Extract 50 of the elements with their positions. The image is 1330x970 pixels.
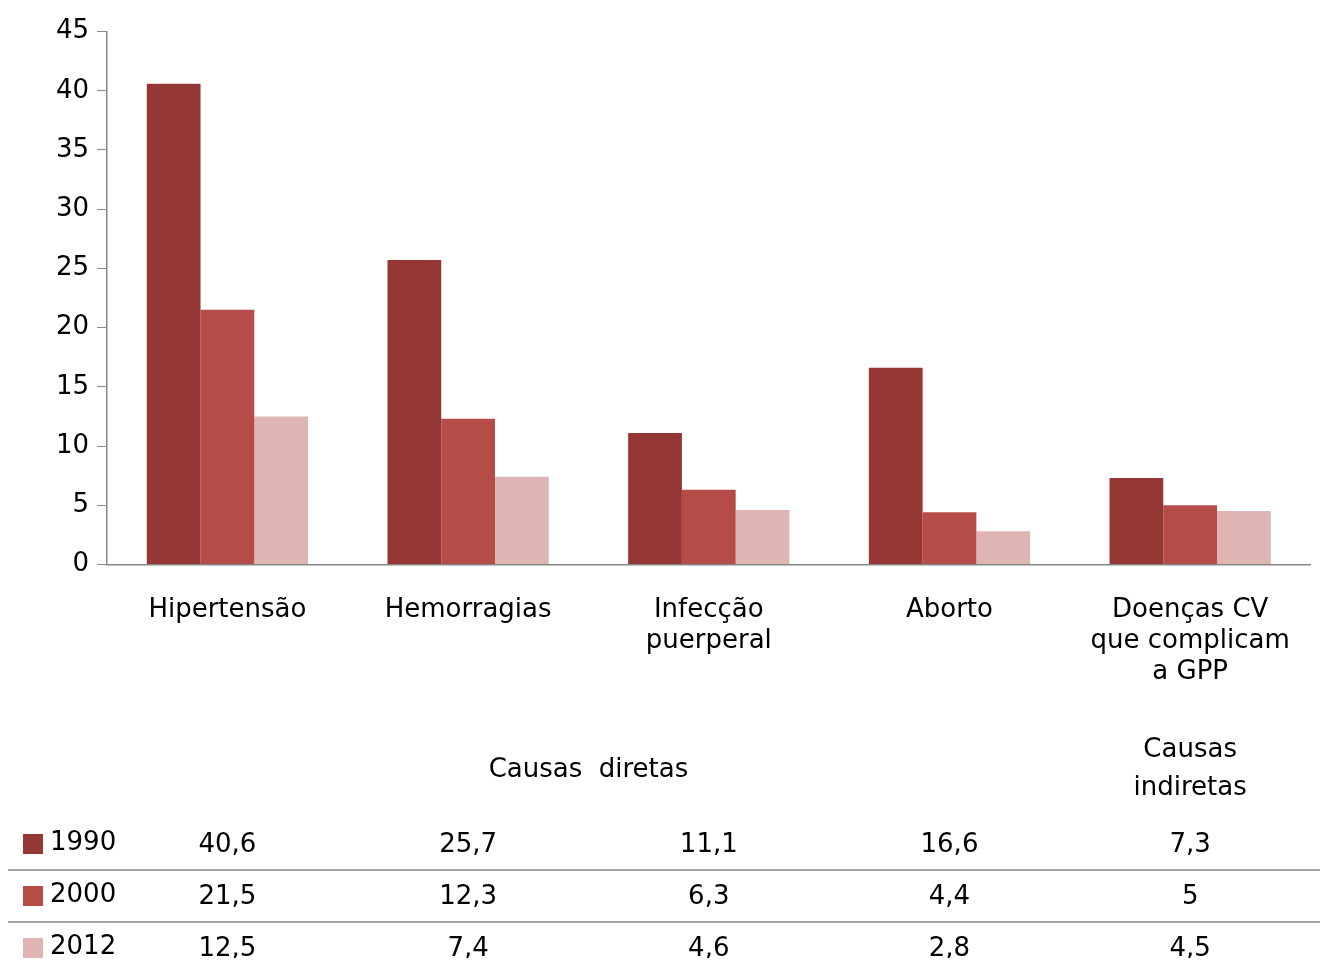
bar [146,83,201,564]
data-label: 40,6 [198,827,257,858]
bar [441,418,495,564]
data-label: 11,1 [679,827,738,858]
y-tick-label: 15 [55,369,90,400]
text: Causas indiretas [1133,732,1247,801]
bar [387,260,442,564]
data-label: 12,5 [198,931,257,962]
legend-label: 1990 [50,825,117,856]
x-tick-label: Aborto [905,592,993,623]
bar [200,309,255,564]
bar [1109,477,1164,564]
bar [628,432,682,564]
data-label: 6,3 [688,879,730,910]
data-label: 25,7 [439,827,498,858]
bar [494,476,549,564]
x-tick-label: Doenças CV que complicam a GPP [1090,592,1290,686]
bar [1163,505,1218,564]
data-label: 4,6 [688,931,730,962]
x-tick-label: Hemorragias [384,592,552,623]
bar [254,416,309,564]
data-label: 16,6 [920,827,979,858]
y-tick-label: 20 [55,310,90,341]
x-tick-label: Hipertensão [148,592,307,623]
y-tick-label: 30 [55,191,90,222]
data-label: 5 [1181,879,1199,910]
y-tick-label: 45 [55,14,90,45]
legend-label: 2012 [50,929,117,960]
data-label: 12,3 [439,879,498,910]
data-label: 7,4 [447,931,489,962]
y-tick-label: 0 [72,547,90,578]
data-label: 4,4 [928,879,971,910]
y-tick-label: 35 [55,132,90,163]
text: Causas diretas [488,752,689,783]
x-tick-label: Infecção puerperal [645,592,772,654]
data-label: 4,5 [1169,931,1211,962]
data-label: 21,5 [198,879,257,910]
y-tick-label: 10 [55,428,90,459]
bar [681,489,736,564]
bar [868,367,923,564]
bar [976,531,1031,564]
bar [735,509,790,564]
y-tick-label: 40 [55,73,90,104]
y-tick-label: 25 [55,251,90,282]
bar [922,512,977,564]
legend-label: 2000 [50,877,117,908]
bar [1217,511,1271,564]
y-tick-label: 5 [72,487,90,518]
data-label: 2,8 [928,931,971,962]
data-label: 7,3 [1169,827,1211,858]
